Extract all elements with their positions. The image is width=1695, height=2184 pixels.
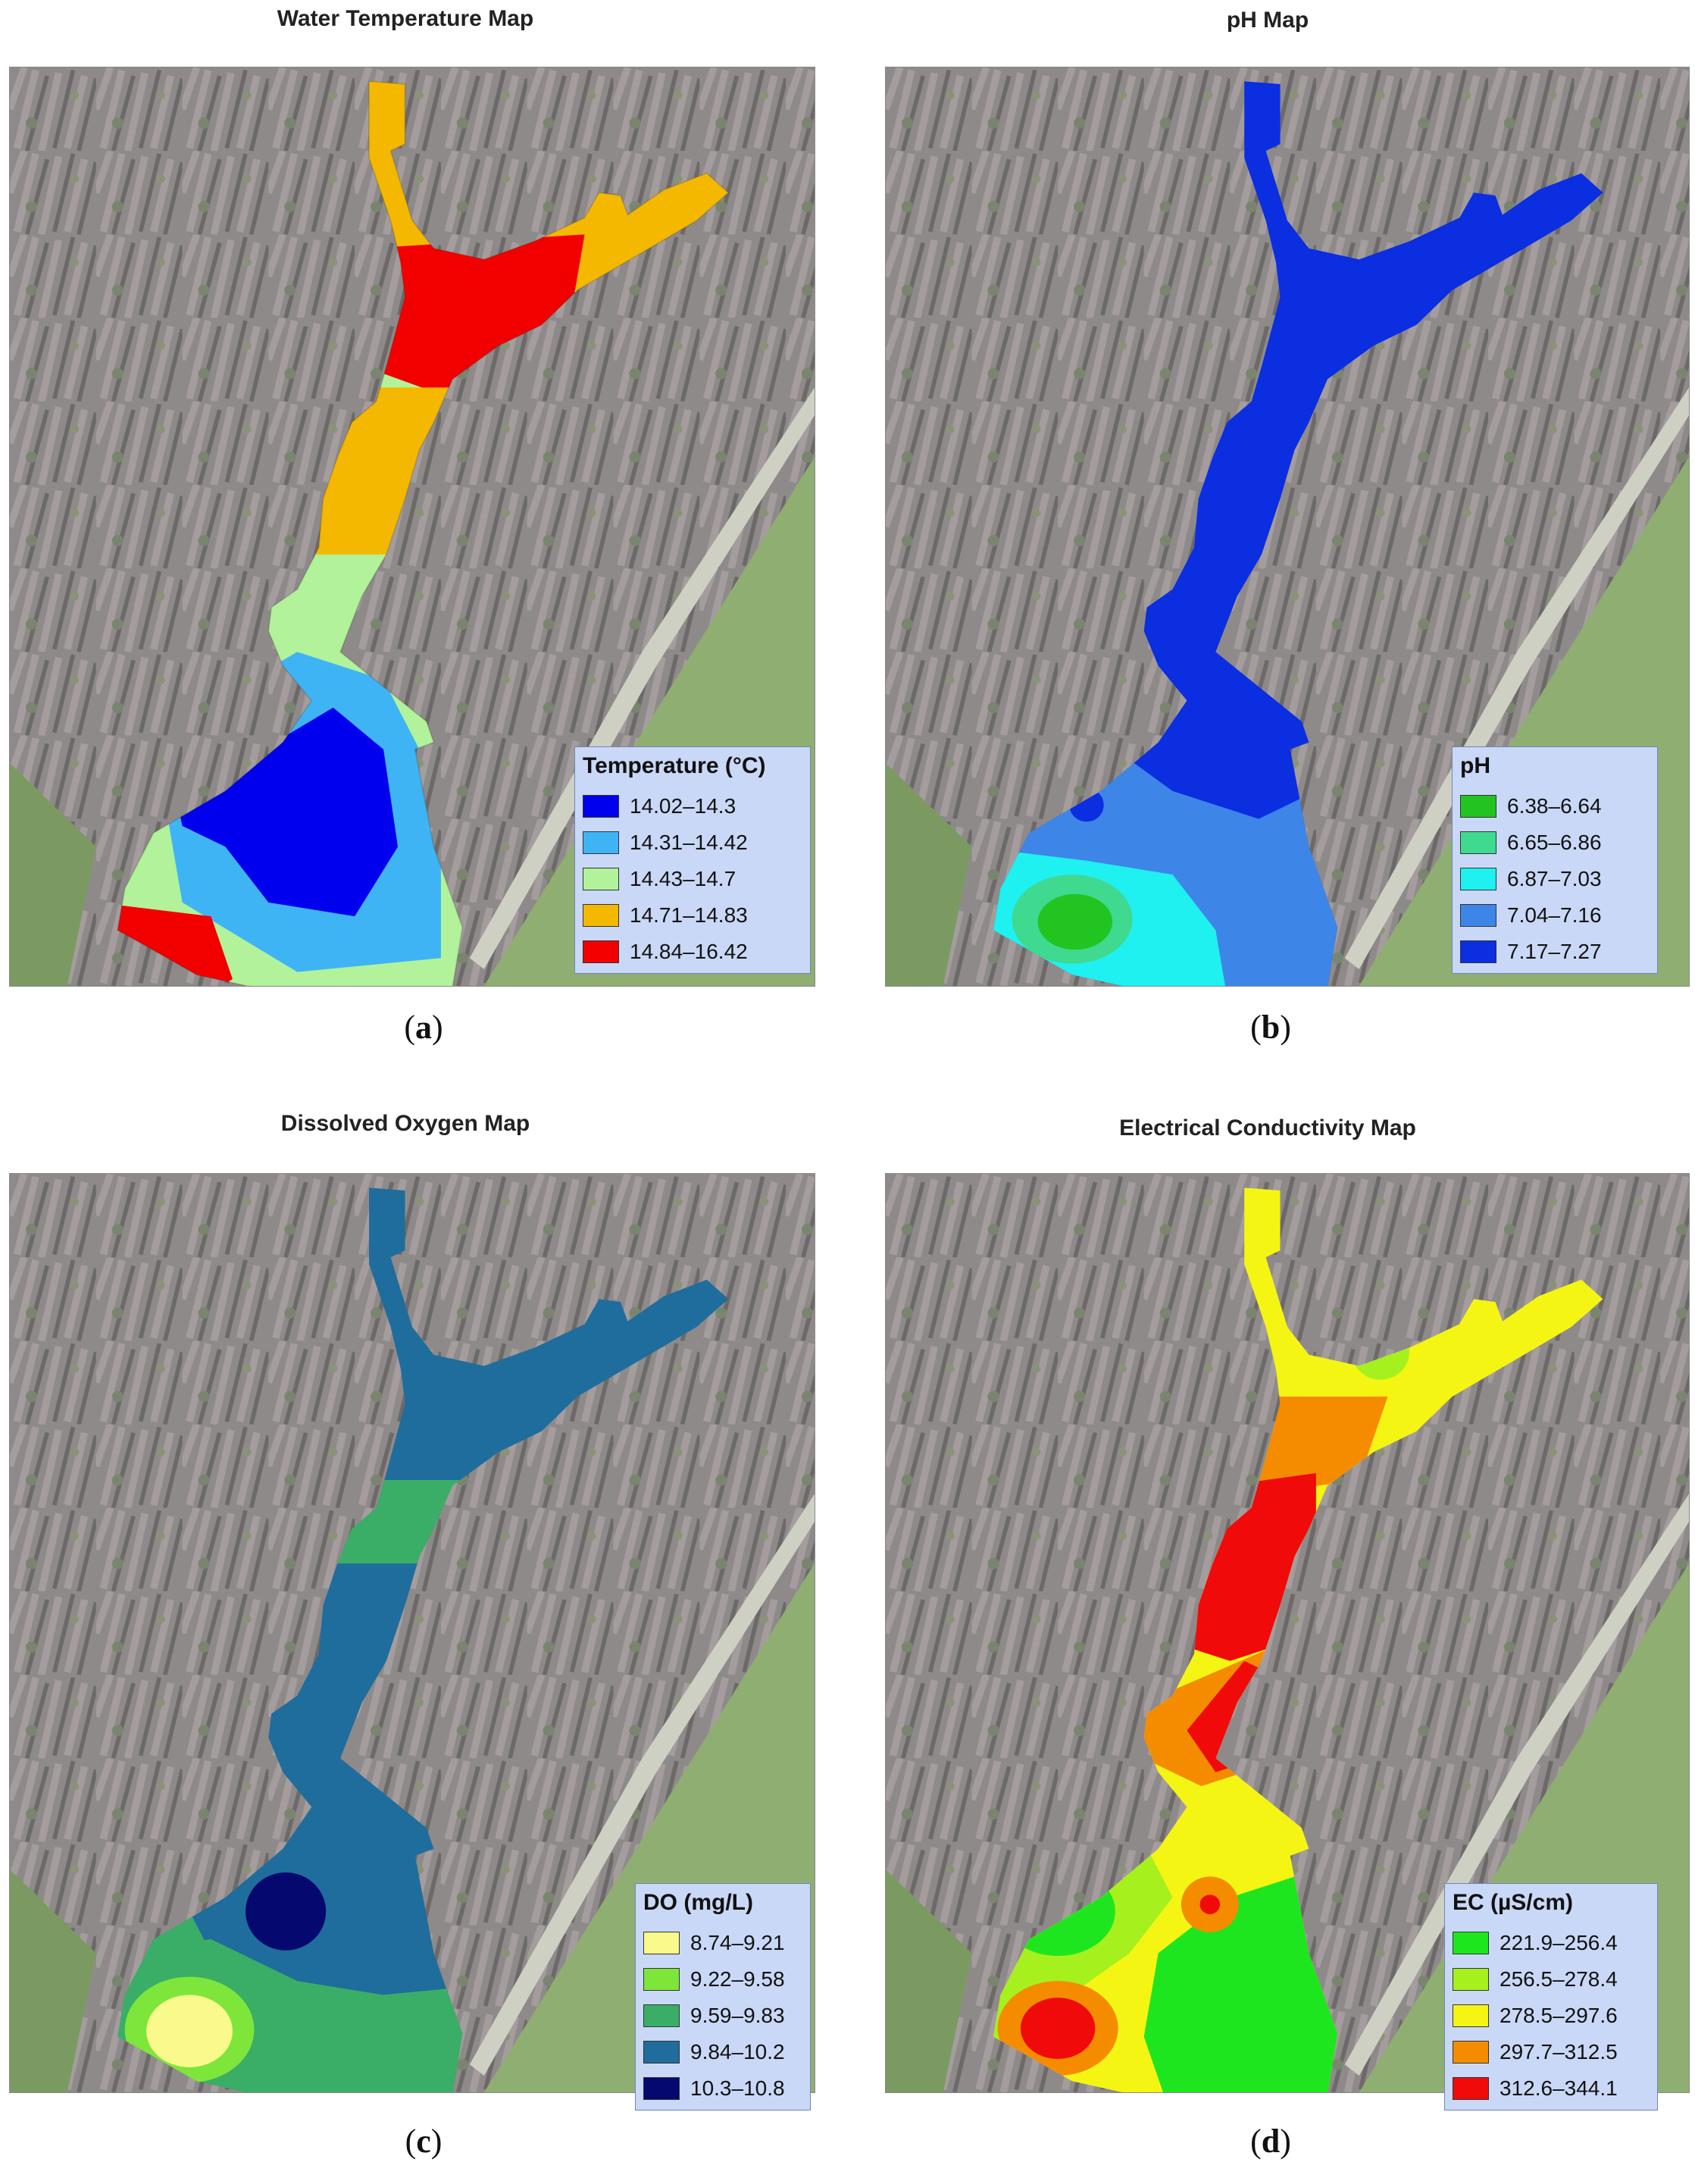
electrical-conductivity-map — [886, 1174, 1689, 2092]
legend-swatch — [1460, 831, 1496, 854]
map-area — [9, 67, 815, 987]
legend-title: pH — [1460, 753, 1490, 778]
legend: pH 6.38–6.64 6.65–6.86 6.87–7.03 7.04–7.… — [1452, 746, 1658, 974]
panel-caption: (b) — [1250, 1009, 1291, 1046]
legend-swatch — [583, 795, 619, 818]
map-area — [885, 1173, 1690, 2093]
legend-swatch — [643, 1968, 680, 1991]
legend: DO (mg/L) 8.74–9.21 9.22–9.58 9.59–9.83 … — [635, 1883, 811, 2110]
legend-swatch — [1460, 795, 1496, 818]
legend-swatch — [1453, 1932, 1489, 1954]
panel-caption: (a) — [404, 1009, 443, 1046]
legend-item: 8.74–9.21 — [643, 1925, 802, 1961]
temperature-map — [10, 67, 815, 986]
legend-label: 6.87–7.03 — [1507, 867, 1602, 890]
panel-water-temperature: Water Temperature Map Temperature (°C) 1… — [0, 0, 847, 1076]
legend-label: 8.74–9.21 — [690, 1931, 785, 1954]
legend-item: 297.7–312.5 — [1453, 2034, 1650, 2070]
legend-swatch — [583, 940, 619, 963]
legend-item: 7.04–7.16 — [1460, 897, 1650, 934]
legend-item: 14.71–14.83 — [583, 897, 802, 934]
legend-item: 14.84–16.42 — [583, 934, 802, 970]
legend-item: 14.43–14.7 — [583, 861, 802, 897]
legend: Temperature (°C) 14.02–14.3 14.31–14.42 … — [574, 746, 811, 974]
legend-swatch — [1460, 904, 1496, 927]
panel-title: Dissolved Oxygen Map — [280, 1111, 530, 1136]
legend-label: 9.22–9.58 — [690, 1967, 785, 1991]
panel-ph: pH Map pH 6.38–6.64 6.65–6.86 6.87–7.03 … — [847, 0, 1694, 1076]
panel-title: Electrical Conductivity Map — [1119, 1115, 1416, 1140]
caption-letter: a — [415, 1009, 432, 1046]
legend-item: 221.9–256.4 — [1453, 1925, 1650, 1961]
legend-swatch — [583, 904, 619, 927]
legend-label: 14.43–14.7 — [630, 867, 736, 890]
panel-electrical-conductivity: Electrical Conductivity Map — [847, 1106, 1694, 2182]
legend-swatch — [643, 2077, 680, 2100]
legend-title: EC (µS/cm) — [1453, 1890, 1573, 1915]
legend-swatch — [1460, 940, 1496, 963]
legend-label: 9.59–9.83 — [690, 2004, 785, 2027]
legend-swatch — [643, 2004, 680, 2027]
caption-letter: b — [1261, 1009, 1281, 1046]
legend-swatch — [1453, 1968, 1489, 1991]
legend-label: 14.31–14.42 — [630, 831, 748, 854]
legend-label: 6.65–6.86 — [1507, 831, 1602, 854]
legend-label: 10.3–10.8 — [690, 2076, 785, 2100]
legend-swatch — [583, 868, 619, 890]
caption-letter: d — [1261, 2123, 1281, 2160]
legend-label: 221.9–256.4 — [1500, 1931, 1618, 1954]
legend-swatch — [643, 1932, 680, 1954]
legend-label: 7.04–7.16 — [1507, 903, 1602, 927]
legend-label: 14.02–14.3 — [630, 794, 736, 818]
legend-label: 312.6–344.1 — [1500, 2076, 1618, 2100]
legend-swatch — [583, 831, 619, 854]
legend-label: 9.84–10.2 — [690, 2040, 785, 2064]
legend-label: 297.7–312.5 — [1500, 2040, 1618, 2064]
legend-swatch — [1460, 868, 1496, 890]
legend-item: 7.17–7.27 — [1460, 934, 1650, 970]
legend-title: Temperature (°C) — [583, 753, 766, 778]
legend-label: 256.5–278.4 — [1500, 1967, 1618, 1991]
legend-label: 278.5–297.6 — [1500, 2004, 1618, 2027]
panel-title: pH Map — [1226, 8, 1309, 33]
legend: EC (µS/cm) 221.9–256.4 256.5–278.4 278.5… — [1444, 1883, 1658, 2110]
legend-label: 6.38–6.64 — [1507, 794, 1602, 818]
legend-item: 9.59–9.83 — [643, 1998, 802, 2034]
legend-item: 9.84–10.2 — [643, 2034, 802, 2070]
panel-caption: (d) — [1250, 2123, 1291, 2160]
panel-title: Water Temperature Map — [277, 6, 534, 31]
legend-item: 10.3–10.8 — [643, 2070, 802, 2107]
legend-item: 14.31–14.42 — [583, 824, 802, 861]
legend-item: 256.5–278.4 — [1453, 1961, 1650, 1998]
legend-item: 278.5–297.6 — [1453, 1998, 1650, 2034]
legend-label: 14.84–16.42 — [630, 940, 748, 963]
legend-swatch — [1453, 2004, 1489, 2027]
panel-dissolved-oxygen: Dissolved Oxygen Map DO (mg/L) 8.74–9.21… — [0, 1106, 847, 2182]
legend-label: 7.17–7.27 — [1507, 940, 1602, 963]
legend-item: 312.6–344.1 — [1453, 2070, 1650, 2107]
legend-item: 6.38–6.64 — [1460, 788, 1650, 824]
legend-swatch — [1453, 2041, 1489, 2064]
legend-title: DO (mg/L) — [643, 1890, 753, 1915]
legend-item: 6.87–7.03 — [1460, 861, 1650, 897]
panel-caption: (c) — [405, 2123, 443, 2160]
legend-item: 6.65–6.86 — [1460, 824, 1650, 861]
legend-item: 14.02–14.3 — [583, 788, 802, 824]
legend-swatch — [1453, 2077, 1489, 2100]
legend-label: 14.71–14.83 — [630, 903, 748, 927]
legend-item: 9.22–9.58 — [643, 1961, 802, 1998]
caption-letter: c — [416, 2123, 431, 2160]
legend-swatch — [643, 2041, 680, 2064]
